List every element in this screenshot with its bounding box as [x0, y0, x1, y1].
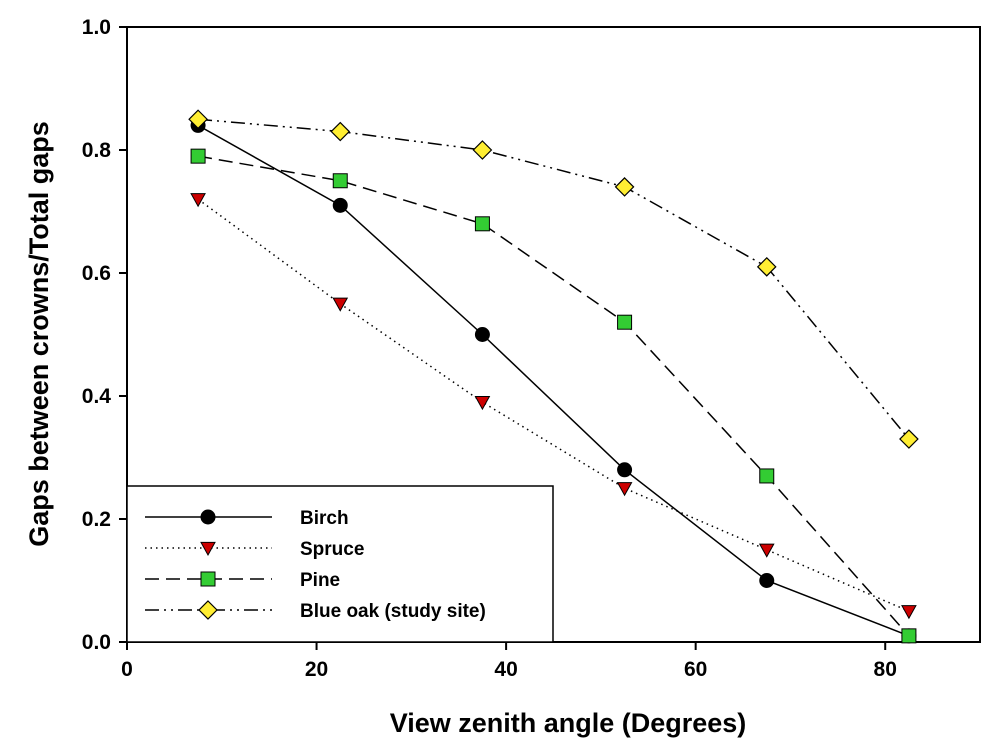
legend-marker [200, 541, 216, 557]
data-point [332, 197, 348, 213]
data-point [474, 396, 491, 411]
series-line [197, 155, 910, 637]
legend-marker [200, 509, 216, 525]
data-point [901, 605, 917, 620]
series-line [197, 124, 910, 637]
y-axis-title: Gaps between crowns/Total gaps [24, 121, 54, 547]
legend-items: Birch Spruce Pine Blue oak (study site) [145, 508, 486, 622]
x-tick-label: 80 [874, 658, 897, 681]
legend-label: Birch [300, 508, 349, 529]
data-point [332, 297, 349, 312]
data-point [758, 543, 775, 558]
legend-marker [198, 600, 218, 620]
data-point [474, 216, 490, 232]
data-point [330, 121, 351, 142]
x-tick-label: 40 [494, 658, 517, 681]
data-point [190, 193, 206, 208]
x-tick-label: 20 [305, 658, 328, 681]
y-tick-label: 0.6 [82, 262, 111, 285]
legend-label: Pine [300, 570, 340, 591]
y-tick-label: 0.8 [82, 139, 112, 162]
x-axis-title: View zenith angle (Degrees) [390, 708, 747, 738]
legend-marker [200, 571, 216, 587]
x-tick-label: 60 [684, 658, 707, 681]
legend-label: Blue oak (study site) [300, 601, 486, 622]
data-point [899, 429, 919, 449]
data-point [472, 140, 493, 160]
axis-ticks: 0 20 40 60 80 0.0 0.2 0.4 0.6 0.8 1.0 [82, 16, 897, 681]
data-point [617, 314, 633, 330]
legend-label: Spruce [300, 539, 364, 560]
data-point [190, 148, 206, 164]
series-layer [188, 109, 919, 644]
data-point [332, 173, 348, 189]
y-tick-label: 1.0 [82, 16, 111, 39]
y-tick-label: 0.0 [82, 631, 111, 654]
y-tick-label: 0.4 [82, 385, 112, 408]
data-point [759, 468, 775, 484]
y-tick-label: 0.2 [82, 508, 111, 531]
data-point [616, 482, 633, 497]
data-point [614, 177, 635, 197]
data-point [901, 628, 917, 644]
data-point [759, 573, 775, 588]
x-tick-label: 0 [121, 658, 133, 681]
series-line [198, 118, 910, 440]
data-point [474, 327, 490, 342]
legend-box [126, 485, 554, 643]
data-point [617, 462, 633, 478]
legend: Birch Spruce Pine Blue oak (study site) [126, 485, 554, 643]
data-point [756, 257, 777, 277]
data-point [188, 109, 208, 130]
